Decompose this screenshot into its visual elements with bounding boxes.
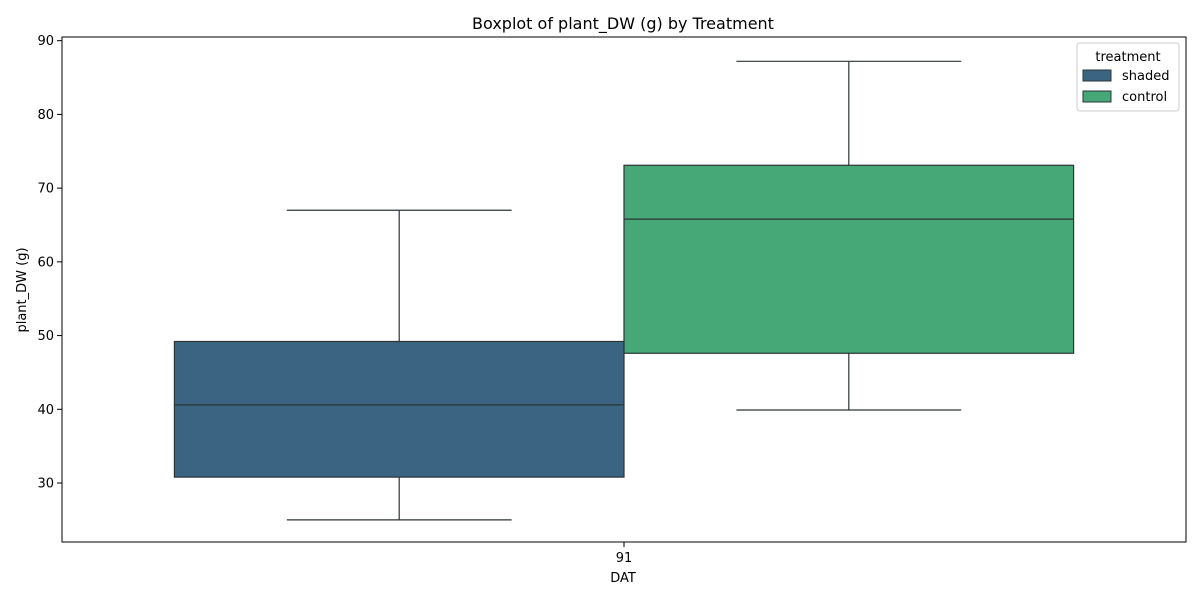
box-control <box>623 60 1075 411</box>
box-iqr <box>623 164 1075 354</box>
x-axis-label: DAT <box>610 571 636 586</box>
box-shaded <box>173 209 625 521</box>
box-iqr <box>173 340 625 478</box>
y-axis: 30 40 50 60 70 80 90 <box>37 34 62 492</box>
y-tick-label: 70 <box>37 182 54 197</box>
legend-label-control: control <box>1122 90 1167 105</box>
legend-label-shaded: shaded <box>1122 69 1169 84</box>
plot-area <box>173 60 1075 521</box>
legend: treatment shaded control <box>1076 42 1180 112</box>
legend-swatch-shaded <box>1082 69 1112 82</box>
y-tick-label: 30 <box>37 477 54 492</box>
y-tick-label: 40 <box>37 403 54 418</box>
legend-swatch-control <box>1082 90 1112 103</box>
y-tick-label: 90 <box>37 34 54 49</box>
y-tick-label: 60 <box>37 255 54 270</box>
y-tick-label: 80 <box>37 108 54 123</box>
x-axis: 91 <box>616 542 633 566</box>
y-axis-label: plant_DW (g) <box>15 247 30 332</box>
x-tick-label: 91 <box>616 551 633 566</box>
legend-title: treatment <box>1095 50 1160 65</box>
chart-title: Boxplot of plant_DW (g) by Treatment <box>472 14 774 34</box>
y-tick-label: 50 <box>37 329 54 344</box>
